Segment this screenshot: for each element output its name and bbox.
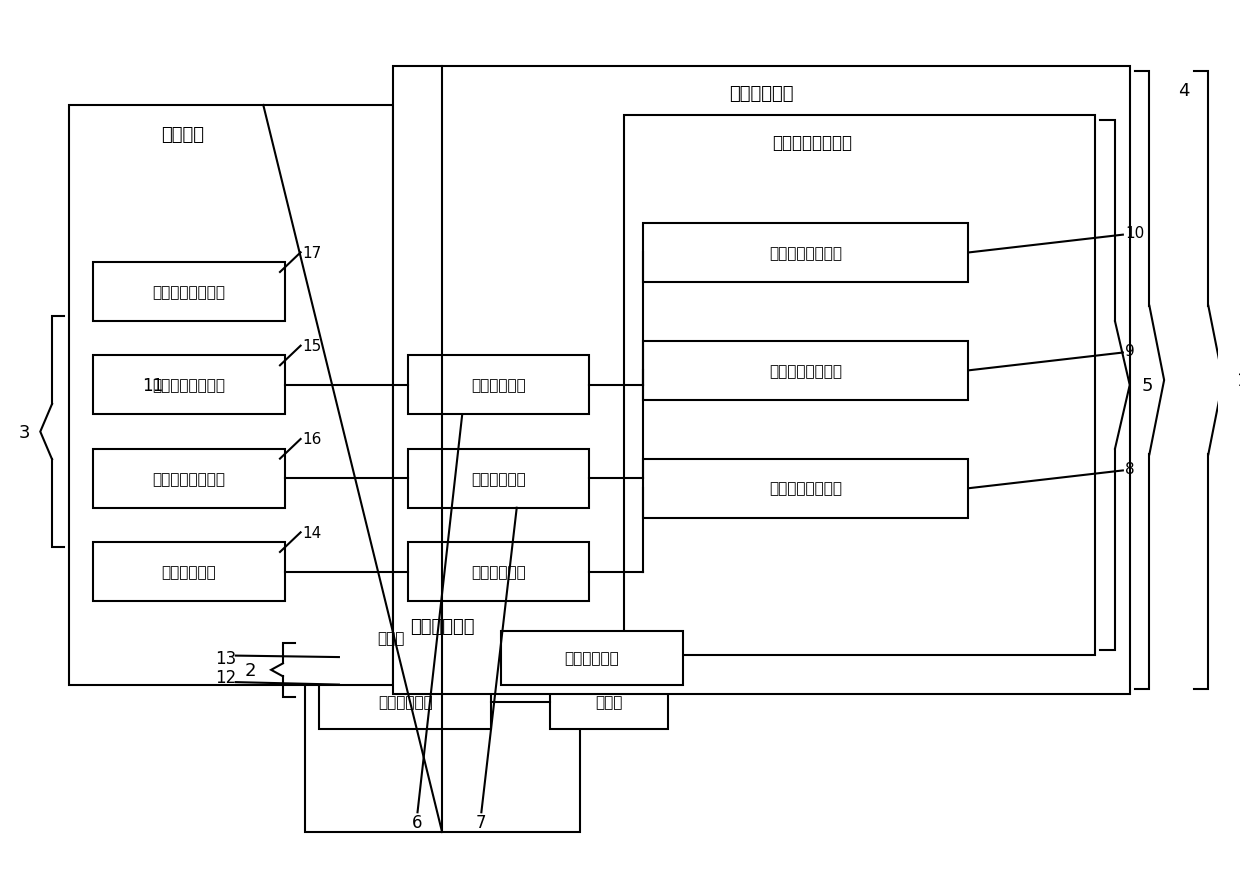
Bar [93, 449, 285, 508]
Text: 9: 9 [1125, 344, 1135, 359]
Text: 存储模块: 存储模块 [161, 126, 203, 145]
Bar [408, 543, 589, 602]
Text: 13: 13 [216, 649, 237, 667]
Bar [68, 106, 393, 685]
Text: 12: 12 [216, 668, 237, 687]
Text: 手部姿态估计模块: 手部姿态估计模块 [769, 246, 842, 260]
Bar [393, 67, 1130, 695]
Text: 4: 4 [1178, 82, 1189, 100]
Bar [93, 543, 285, 602]
Text: 3: 3 [19, 423, 30, 441]
Bar [644, 459, 967, 518]
Text: 人体姿态估计模块: 人体姿态估计模块 [773, 134, 852, 152]
Text: 物联网: 物联网 [595, 695, 622, 709]
Text: 16: 16 [303, 432, 322, 447]
Bar [644, 341, 967, 400]
Text: 视频采集模块: 视频采集模块 [471, 565, 526, 580]
Text: 头部姿态估计模块: 头部姿态估计模块 [769, 363, 842, 378]
Text: 10: 10 [1125, 226, 1145, 241]
Bar [319, 675, 491, 729]
Text: 人脸识别模块: 人脸识别模块 [471, 378, 526, 393]
Text: 无线传输模块: 无线传输模块 [378, 695, 433, 709]
Bar [408, 449, 589, 508]
Bar [93, 263, 285, 322]
Text: 躺体姿态估计模块: 躺体姿态估计模块 [769, 481, 842, 496]
Text: 摄像头: 摄像头 [377, 631, 404, 645]
Text: 8: 8 [1125, 461, 1135, 476]
Bar [408, 356, 589, 415]
Text: 1: 1 [1238, 372, 1240, 389]
Text: 数据采集模块: 数据采集模块 [410, 617, 475, 635]
Text: 人脸信息存储模块: 人脸信息存储模块 [153, 378, 226, 393]
Text: 7: 7 [476, 813, 486, 831]
Bar [305, 596, 579, 832]
Text: 14: 14 [303, 525, 322, 540]
Bar [551, 675, 668, 729]
Text: 5: 5 [1142, 376, 1153, 395]
Bar [319, 611, 461, 665]
Text: 座位检测模块: 座位检测模块 [471, 471, 526, 486]
Bar [93, 356, 285, 415]
Text: 2: 2 [244, 661, 257, 679]
Bar [501, 631, 683, 685]
Text: 17: 17 [303, 246, 322, 260]
Bar [644, 224, 967, 282]
Text: 15: 15 [303, 339, 322, 353]
Text: 视频存储模块: 视频存储模块 [161, 565, 217, 580]
Text: 座位信息存储模块: 座位信息存储模块 [153, 471, 226, 486]
Bar [624, 116, 1095, 655]
Text: 智能处理模块: 智能处理模块 [729, 85, 794, 103]
Text: 6: 6 [412, 813, 423, 831]
Text: 数据处理模块: 数据处理模块 [564, 651, 619, 666]
Text: 学生信息存储模块: 学生信息存储模块 [153, 285, 226, 300]
Text: 11: 11 [141, 376, 162, 395]
